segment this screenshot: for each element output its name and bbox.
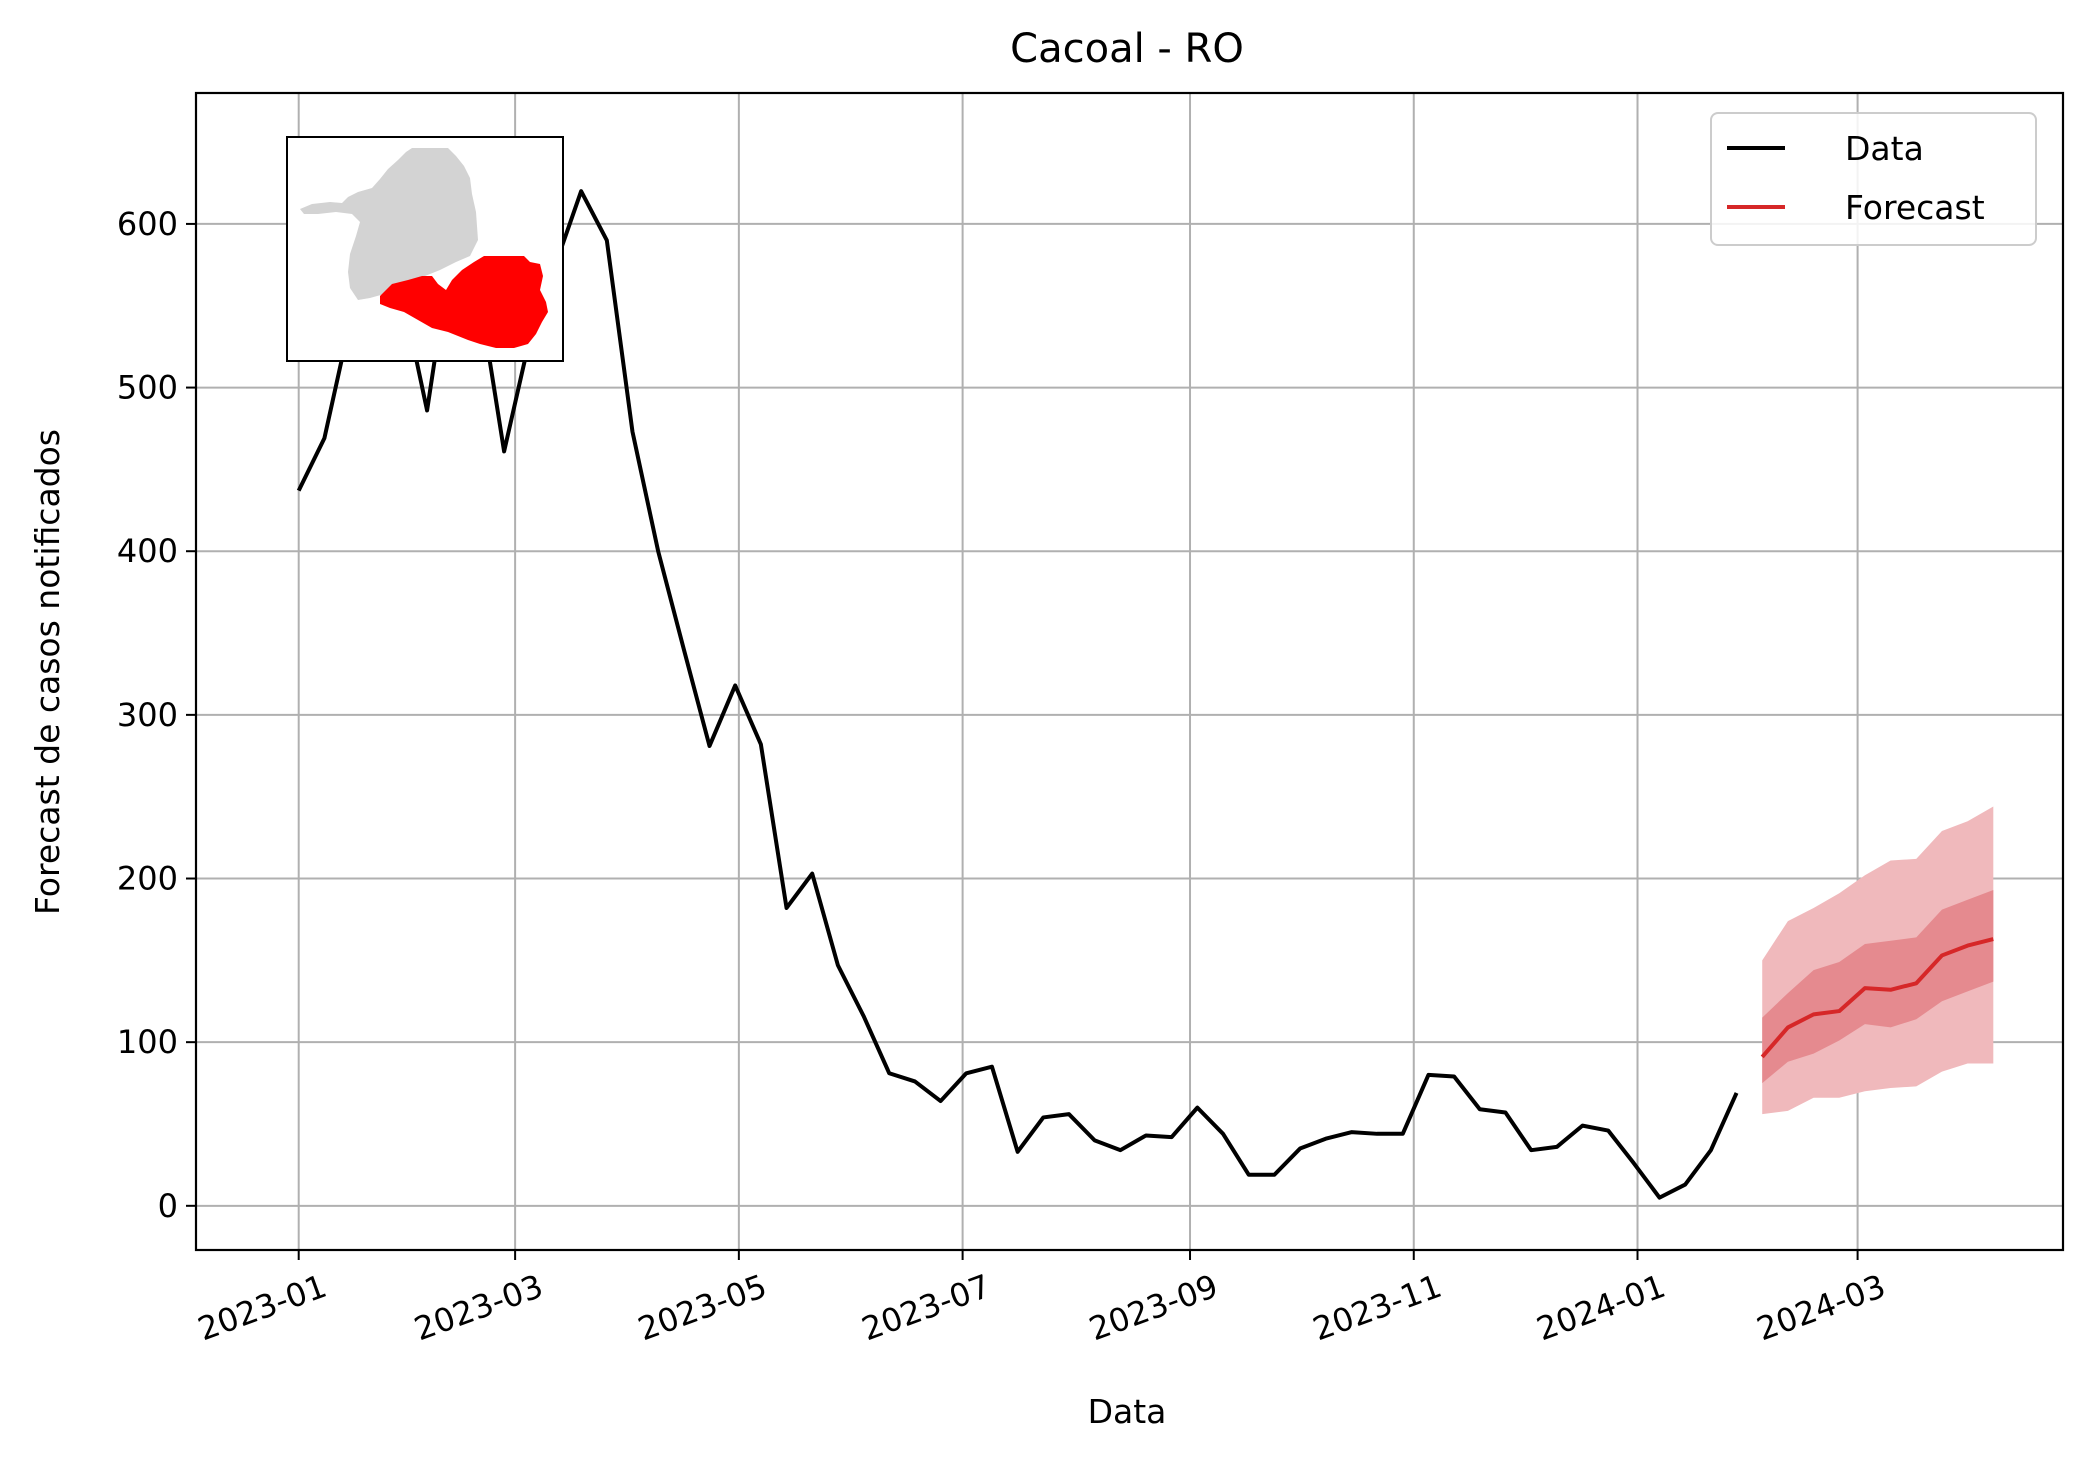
legend: Data Forecast (1710, 112, 2037, 246)
y-axis-label: Forecast de casos notificados (28, 429, 67, 915)
map-region-red (380, 256, 548, 348)
series-line-forecast (1760, 937, 1994, 1059)
inset-map (286, 136, 564, 362)
y-tick-label: 400 (117, 532, 178, 570)
plot-frame (194, 91, 2065, 1252)
chart-title: Cacoal - RO (1010, 26, 1244, 72)
forecast-bands (1762, 806, 1994, 1115)
y-tick-label: 300 (117, 696, 178, 734)
legend-label-data: Data (1845, 129, 1924, 168)
legend-label-forecast: Forecast (1845, 188, 1985, 227)
y-tick-label: 200 (117, 860, 178, 898)
map-region-gray (300, 148, 478, 300)
y-axis-ticks: 0 100 200 300 400 500 600 (117, 205, 196, 1225)
y-tick-label: 500 (117, 369, 178, 407)
y-tick-label: 600 (117, 205, 178, 243)
grid-layer (196, 93, 2063, 1250)
y-tick-label: 0 (158, 1187, 178, 1225)
legend-box (1710, 112, 2037, 246)
y-tick-label: 100 (117, 1023, 178, 1061)
x-axis-label: Data (1088, 1392, 1167, 1431)
forecast-band-inner (1762, 889, 1994, 1084)
